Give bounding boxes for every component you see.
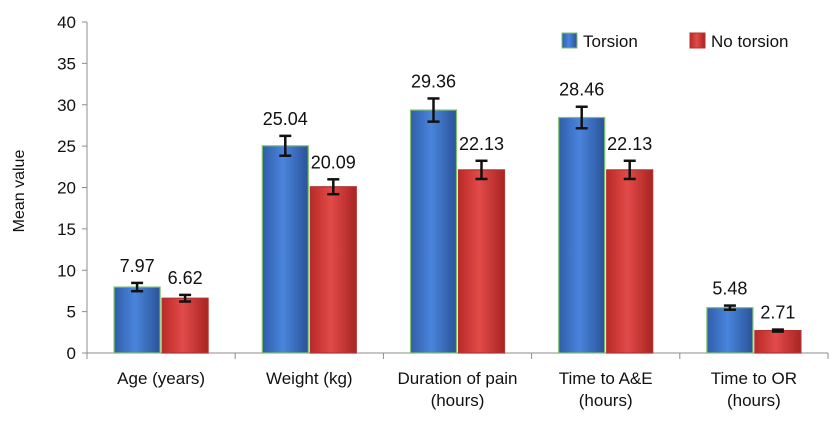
bar: [409, 109, 458, 354]
data-label: 29.36: [411, 71, 456, 91]
y-tick-label: 35: [57, 54, 76, 73]
bar: [309, 186, 357, 354]
bar: [606, 169, 654, 354]
data-labels: 7.97 25.04 29.36 28.46 5.48 6.62 20.09 22.13 22.…: [120, 71, 796, 322]
x-category-label: Duration of pain: [397, 369, 517, 388]
data-label: 28.46: [559, 80, 604, 100]
y-tick-label: 15: [57, 220, 76, 239]
x-category-label: Age (years): [117, 369, 205, 388]
x-category-label: (hours): [727, 391, 781, 410]
x-category-label: Weight (kg): [266, 369, 353, 388]
x-category-label: Time to OR: [711, 369, 797, 388]
y-tick-label: 5: [67, 303, 76, 322]
bar: [113, 286, 161, 354]
y-axis-title: Mean value: [11, 150, 28, 233]
data-label: 22.13: [459, 134, 504, 154]
x-category-label: (hours): [431, 391, 485, 410]
data-label: 20.09: [311, 152, 356, 172]
y-tick-label: 25: [57, 137, 76, 156]
legend-label: No torsion: [711, 32, 788, 51]
bar: [558, 116, 606, 354]
data-label: 22.13: [607, 134, 652, 154]
bar: [754, 329, 802, 354]
bars: [113, 97, 802, 354]
bar: [457, 169, 506, 354]
legend-label: Torsion: [583, 32, 638, 51]
x-category-label: (hours): [579, 391, 633, 410]
data-label: 5.48: [712, 279, 747, 299]
y-tick-label: 30: [57, 96, 76, 115]
legend: Torsion No torsion: [561, 32, 788, 51]
legend-swatch: [689, 32, 706, 49]
legend-swatch: [561, 32, 578, 49]
data-label: 6.62: [168, 268, 203, 288]
x-category-label: Time to A&E: [559, 369, 653, 388]
bar: [161, 297, 209, 354]
y-tick-label: 10: [57, 261, 76, 280]
data-label: 7.97: [120, 256, 155, 276]
bar: [261, 145, 309, 354]
y-tick-label: 20: [57, 179, 76, 198]
axes: 0 5 10 15 20 25 30 35 40 Age (years) Weight (kg) Du…: [57, 13, 829, 410]
y-tick-label: 40: [57, 13, 76, 32]
y-tick-label: 0: [67, 344, 76, 363]
data-label: 25.04: [263, 109, 308, 129]
bar: [706, 307, 754, 354]
data-label: 2.71: [760, 303, 795, 323]
